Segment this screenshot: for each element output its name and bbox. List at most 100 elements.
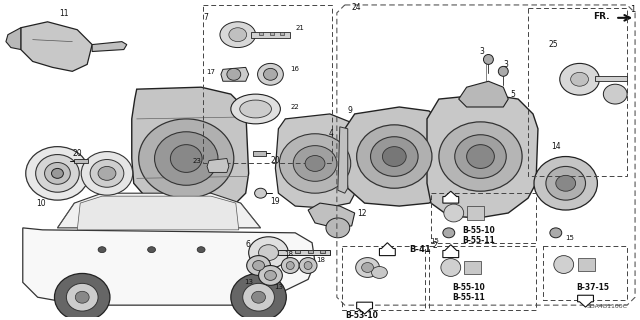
Ellipse shape xyxy=(252,291,266,303)
Polygon shape xyxy=(380,243,396,256)
Text: 2: 2 xyxy=(432,241,437,250)
Ellipse shape xyxy=(255,188,266,198)
Polygon shape xyxy=(6,28,20,50)
Polygon shape xyxy=(345,107,447,206)
Bar xyxy=(308,250,313,253)
Polygon shape xyxy=(338,127,348,193)
Polygon shape xyxy=(221,68,249,81)
Ellipse shape xyxy=(326,218,349,238)
Ellipse shape xyxy=(467,145,494,168)
Ellipse shape xyxy=(280,134,351,193)
Text: 13: 13 xyxy=(244,279,253,285)
Bar xyxy=(74,158,88,164)
Ellipse shape xyxy=(554,256,573,274)
Ellipse shape xyxy=(499,66,508,76)
Ellipse shape xyxy=(455,135,506,178)
Bar xyxy=(543,246,627,300)
Text: B-41: B-41 xyxy=(409,245,431,254)
Text: 14: 14 xyxy=(551,142,561,151)
Text: 18: 18 xyxy=(316,257,325,263)
Bar xyxy=(342,246,425,310)
Ellipse shape xyxy=(546,166,586,200)
Ellipse shape xyxy=(356,258,380,277)
Ellipse shape xyxy=(356,125,432,188)
Ellipse shape xyxy=(264,68,277,80)
Text: B-53-10: B-53-10 xyxy=(345,310,378,320)
Text: 25: 25 xyxy=(548,40,557,49)
Text: B-55-10: B-55-10 xyxy=(452,283,485,292)
Polygon shape xyxy=(459,81,508,107)
Bar xyxy=(320,250,325,253)
Polygon shape xyxy=(92,42,127,52)
Ellipse shape xyxy=(556,175,575,191)
Ellipse shape xyxy=(249,237,288,268)
Ellipse shape xyxy=(571,72,589,86)
Ellipse shape xyxy=(282,258,299,274)
Text: 20: 20 xyxy=(72,149,82,158)
Ellipse shape xyxy=(51,168,63,178)
Text: B-55-11: B-55-11 xyxy=(452,293,485,302)
Ellipse shape xyxy=(90,159,124,187)
Bar xyxy=(280,32,284,35)
Polygon shape xyxy=(77,196,239,230)
Ellipse shape xyxy=(54,274,110,320)
Text: 20: 20 xyxy=(271,156,280,165)
Text: 15: 15 xyxy=(430,238,439,244)
Polygon shape xyxy=(207,158,229,172)
Ellipse shape xyxy=(98,166,116,180)
Ellipse shape xyxy=(253,260,264,270)
Text: 11: 11 xyxy=(60,9,69,18)
Ellipse shape xyxy=(246,256,271,276)
Ellipse shape xyxy=(560,63,600,95)
Text: 3: 3 xyxy=(504,60,509,69)
Bar xyxy=(295,250,300,253)
Polygon shape xyxy=(356,302,372,314)
Polygon shape xyxy=(577,295,593,307)
Ellipse shape xyxy=(444,204,463,222)
Polygon shape xyxy=(20,22,92,71)
Ellipse shape xyxy=(81,152,132,195)
Ellipse shape xyxy=(98,247,106,253)
Ellipse shape xyxy=(441,259,461,276)
Ellipse shape xyxy=(231,94,280,124)
Text: B-55-10: B-55-10 xyxy=(462,226,495,235)
Polygon shape xyxy=(308,203,355,228)
Polygon shape xyxy=(427,94,538,218)
Polygon shape xyxy=(275,114,360,208)
Text: 7: 7 xyxy=(203,13,208,22)
Ellipse shape xyxy=(439,122,522,191)
Text: 6: 6 xyxy=(246,240,251,249)
Bar xyxy=(253,151,266,156)
Bar xyxy=(278,250,330,255)
Ellipse shape xyxy=(139,119,234,198)
Ellipse shape xyxy=(304,261,312,269)
Bar xyxy=(251,32,291,38)
Ellipse shape xyxy=(305,156,325,172)
Ellipse shape xyxy=(231,274,286,320)
Text: B-55-11: B-55-11 xyxy=(462,236,495,245)
Ellipse shape xyxy=(154,132,218,185)
Ellipse shape xyxy=(534,156,597,210)
Text: 3: 3 xyxy=(479,47,484,56)
Ellipse shape xyxy=(483,54,493,64)
Ellipse shape xyxy=(220,22,255,48)
Text: 21: 21 xyxy=(296,25,305,31)
Ellipse shape xyxy=(26,147,89,200)
Text: B-37-15: B-37-15 xyxy=(576,283,609,292)
Ellipse shape xyxy=(229,28,246,42)
Text: 15: 15 xyxy=(566,235,575,241)
Bar xyxy=(467,206,484,220)
Ellipse shape xyxy=(550,228,562,238)
Text: 19: 19 xyxy=(271,196,280,206)
Ellipse shape xyxy=(45,163,70,184)
Ellipse shape xyxy=(76,291,89,303)
Text: 17: 17 xyxy=(206,69,215,75)
Ellipse shape xyxy=(67,283,98,311)
Ellipse shape xyxy=(36,155,79,192)
Text: 16: 16 xyxy=(291,66,300,72)
Ellipse shape xyxy=(286,261,294,269)
Text: 18: 18 xyxy=(284,251,292,257)
Ellipse shape xyxy=(259,266,282,285)
Polygon shape xyxy=(443,245,459,258)
Bar xyxy=(203,5,332,164)
